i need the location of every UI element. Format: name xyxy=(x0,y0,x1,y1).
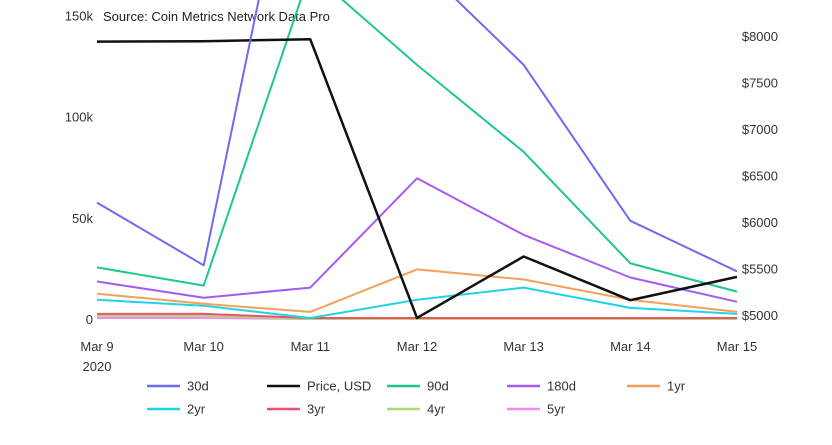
legend: 30d Price, USD 90d 180d 1yr 2yr 3yr 4yr 5yr xyxy=(147,379,686,417)
legend-label: 30d xyxy=(187,379,209,394)
legend-item[interactable]: 3yr xyxy=(267,402,326,417)
legend-label: 1yr xyxy=(667,379,686,394)
left-axis-tick-label: 0 xyxy=(86,312,93,327)
legend-label: 5yr xyxy=(547,402,566,417)
legend-label: 90d xyxy=(427,379,449,394)
legend-item[interactable]: 4yr xyxy=(387,402,446,417)
x-axis-tick-label: Mar 15 xyxy=(717,339,757,354)
chart-title: Source: Coin Metrics Network Data Pro xyxy=(103,9,330,24)
series-line-90d xyxy=(96,0,738,293)
legend-label: 3yr xyxy=(307,402,326,417)
x-axis-year-label: 2020 xyxy=(83,359,112,374)
series-line-30d xyxy=(96,0,738,273)
x-axis-tick-label: Mar 10 xyxy=(183,339,223,354)
legend-item[interactable]: 5yr xyxy=(507,402,566,417)
series-lines xyxy=(96,0,738,320)
x-axis-tick-label: Mar 9 xyxy=(80,339,113,354)
legend-label: 180d xyxy=(547,379,576,394)
legend-label: 2yr xyxy=(187,402,206,417)
right-axis-tick-label: $8000 xyxy=(742,29,778,44)
legend-item[interactable]: 30d xyxy=(147,379,209,394)
legend-item[interactable]: 180d xyxy=(507,379,576,394)
legend-item[interactable]: 1yr xyxy=(627,379,686,394)
legend-label: Price, USD xyxy=(307,379,371,394)
x-axis-tick-label: Mar 13 xyxy=(503,339,543,354)
x-axis-tick-label: Mar 12 xyxy=(397,339,437,354)
right-axis: $5000 $5500 $6000 $6500 $7000 $7500 $8000 xyxy=(742,29,778,323)
series-line-price-usd xyxy=(96,38,738,320)
left-axis-tick-label: 100k xyxy=(65,110,94,125)
left-axis-tick-label: 150k xyxy=(65,8,94,23)
right-axis-tick-label: $6000 xyxy=(742,215,778,230)
legend-label: 4yr xyxy=(427,402,446,417)
right-axis-tick-label: $7500 xyxy=(742,76,778,91)
legend-item[interactable]: 90d xyxy=(387,379,449,394)
series-line-180d xyxy=(96,177,738,303)
right-axis-tick-label: $5500 xyxy=(742,262,778,277)
right-axis-tick-label: $7000 xyxy=(742,122,778,137)
right-axis-tick-label: $5000 xyxy=(742,308,778,323)
legend-item[interactable]: 2yr xyxy=(147,402,206,417)
series-line-2yr xyxy=(96,286,738,319)
left-axis: 050k100k150k200k250k xyxy=(65,8,94,327)
x-axis-tick-label: Mar 14 xyxy=(610,339,650,354)
right-axis-tick-label: $6500 xyxy=(742,169,778,184)
legend-item[interactable]: Price, USD xyxy=(267,379,371,394)
x-axis: Mar 9 Mar 10 Mar 11 Mar 12 Mar 13 Mar 14 Mar 1… xyxy=(80,339,757,374)
x-axis-tick-label: Mar 11 xyxy=(291,339,331,354)
left-axis-tick-label: 50k xyxy=(72,211,93,226)
